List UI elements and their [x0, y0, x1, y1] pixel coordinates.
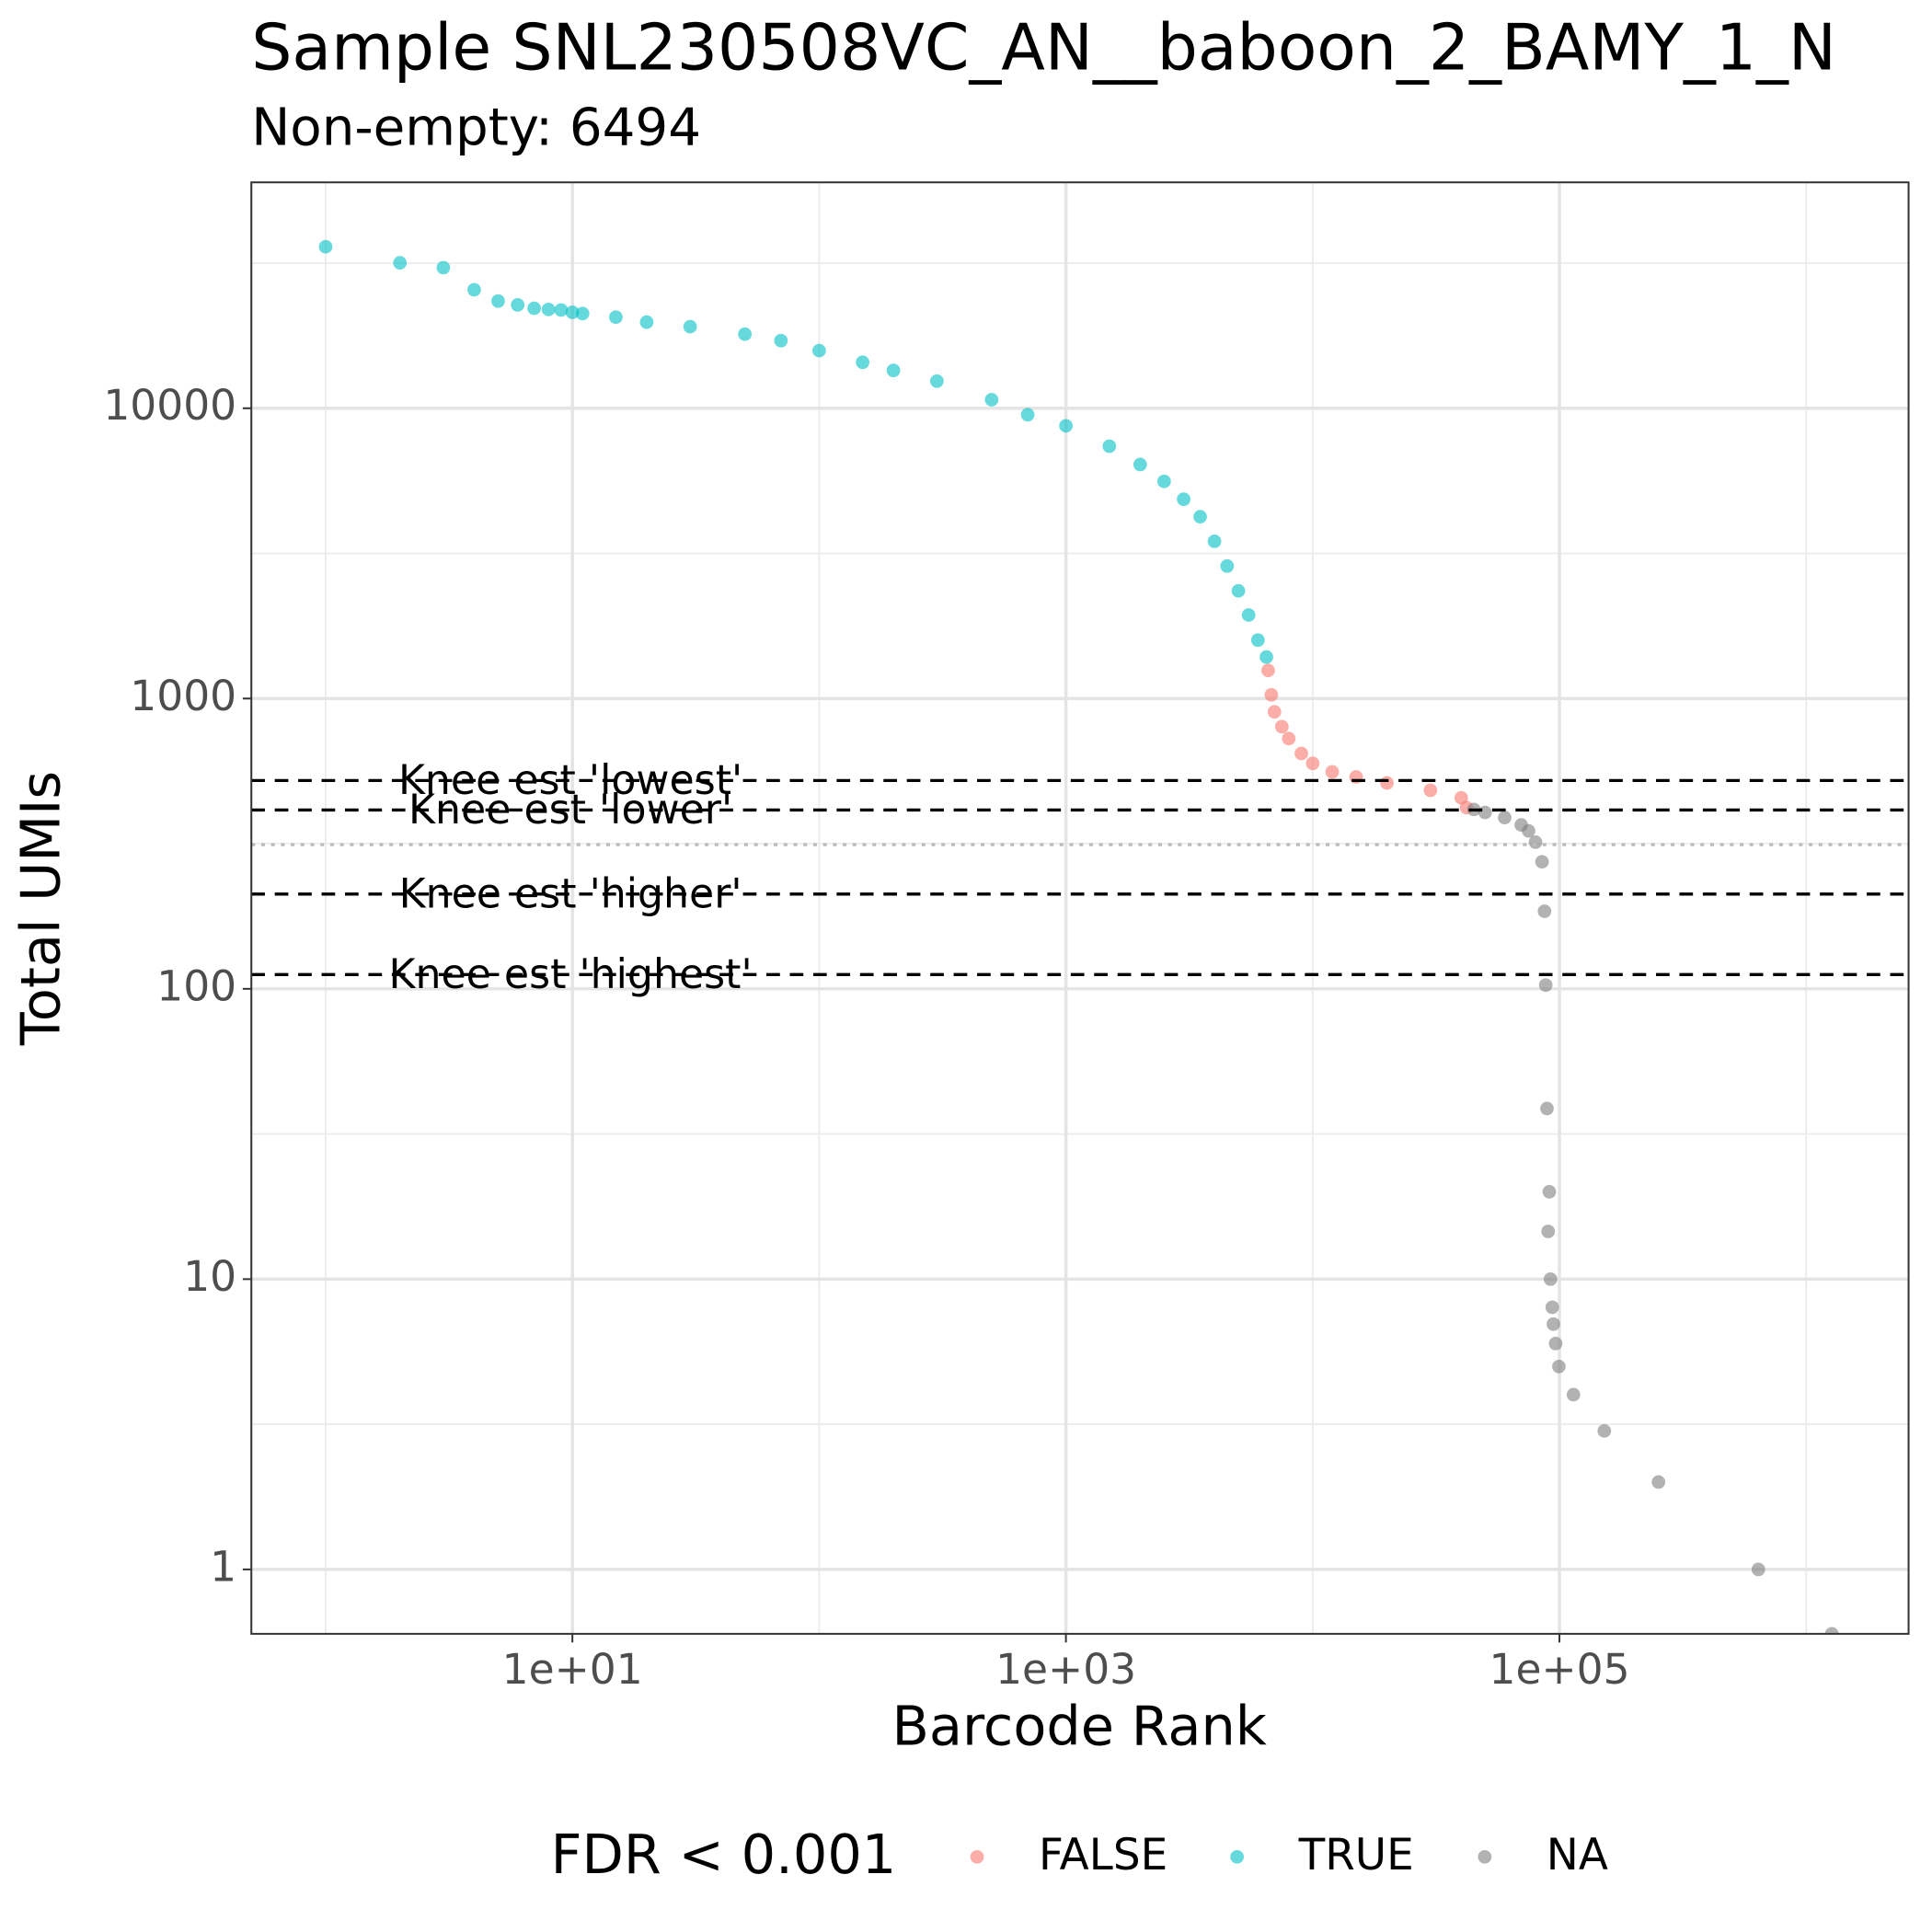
data-point — [1259, 650, 1273, 664]
data-point — [541, 302, 556, 316]
data-point — [1651, 1475, 1666, 1489]
y-tick-label: 10000 — [103, 381, 236, 430]
y-tick-label: 100 — [156, 961, 236, 1010]
data-point — [491, 293, 505, 308]
data-point — [1597, 1423, 1612, 1438]
data-point — [1250, 633, 1265, 648]
data-point — [1540, 1101, 1554, 1116]
legend-label: TRUE — [1298, 1830, 1414, 1880]
data-point — [1220, 558, 1235, 573]
data-point — [984, 393, 999, 407]
data-point — [1528, 835, 1543, 849]
data-point — [393, 256, 408, 270]
data-point — [1537, 904, 1552, 918]
chart-title: Sample SNL230508VC_AN__baboon_2_BAMY_1_N — [251, 10, 1836, 85]
data-point — [436, 260, 451, 275]
knee-label: Knee est 'higher' — [399, 871, 742, 918]
data-point — [1542, 1185, 1557, 1199]
data-point — [1207, 535, 1222, 548]
legend-title: FDR < 0.001 — [551, 1823, 897, 1886]
data-point — [1241, 608, 1256, 622]
data-point — [1267, 705, 1282, 719]
legend-label: NA — [1547, 1830, 1608, 1880]
legend: FDR < 0.001 FALSE TRUE NA — [551, 1823, 1608, 1886]
data-point — [1545, 1300, 1559, 1315]
y-tick-label: 1 — [210, 1542, 236, 1591]
data-point — [1305, 756, 1320, 771]
data-point — [683, 319, 697, 334]
data-point — [1543, 1271, 1558, 1286]
data-point — [511, 298, 525, 312]
knee-label: Knee est 'lower' — [408, 787, 732, 834]
knee-label: Knee est 'lowest' — [398, 757, 742, 804]
data-point — [1261, 663, 1275, 678]
data-point — [1566, 1387, 1581, 1402]
data-point — [1522, 823, 1535, 838]
data-point — [1156, 474, 1171, 489]
x-tick-label: 1e+05 — [1489, 1645, 1630, 1694]
data-point — [1547, 1317, 1560, 1331]
data-point — [1264, 687, 1279, 702]
data-point — [1498, 811, 1512, 825]
y-tick-label: 1000 — [130, 672, 236, 720]
data-point — [1133, 457, 1147, 472]
legend-key — [970, 1849, 984, 1864]
chart-subtitle: Non-empty: 6494 — [251, 98, 701, 158]
data-point — [929, 374, 944, 388]
overlay: Knee est 'lowest'Knee est 'lower' Knee es… — [251, 757, 1909, 998]
data-point — [467, 282, 481, 297]
data-point — [318, 239, 333, 254]
data-point — [639, 315, 654, 329]
data-point — [527, 301, 541, 316]
x-tick-label: 1e+03 — [995, 1645, 1136, 1694]
y-tick-label: 10 — [183, 1252, 236, 1301]
data-point — [1282, 731, 1296, 746]
data-point — [1824, 1627, 1839, 1634]
data-point — [575, 306, 590, 321]
points — [318, 239, 1839, 1634]
data-point — [1423, 783, 1438, 798]
data-point — [1177, 492, 1190, 506]
data-point — [856, 355, 869, 370]
data-point — [1274, 719, 1289, 734]
data-point — [1552, 1359, 1566, 1374]
data-point — [1020, 408, 1035, 422]
data-point — [1193, 510, 1207, 524]
plot-border — [250, 181, 1910, 1635]
x-tick-label: 1e+01 — [502, 1645, 643, 1694]
data-point — [774, 333, 788, 348]
legend-key — [1230, 1849, 1245, 1864]
data-point — [1102, 439, 1117, 454]
data-point — [1548, 1336, 1563, 1351]
x-axis-title: Barcode Rank — [892, 1694, 1267, 1757]
data-point — [1538, 978, 1553, 993]
grid: 1e+01 1e+03 1e+05 1 10 100 1000 10000 — [103, 182, 1909, 1694]
data-point — [1231, 583, 1246, 598]
data-point — [1478, 805, 1492, 820]
data-point — [738, 327, 753, 341]
y-axis-title: Total UMIs — [8, 771, 72, 1046]
data-point — [1535, 855, 1549, 869]
knee-label: Knee est 'highest' — [389, 951, 753, 998]
legend-key — [1478, 1849, 1492, 1864]
data-point — [812, 343, 826, 358]
data-point — [554, 303, 569, 317]
data-point — [1059, 419, 1073, 433]
data-point — [1751, 1562, 1765, 1577]
data-point — [1541, 1225, 1556, 1238]
legend-label: FALSE — [1039, 1830, 1167, 1880]
data-point — [1294, 746, 1308, 761]
data-point — [886, 363, 901, 377]
data-point — [1380, 776, 1394, 790]
data-point — [1325, 765, 1340, 779]
data-point — [609, 310, 623, 325]
data-point — [565, 305, 580, 319]
